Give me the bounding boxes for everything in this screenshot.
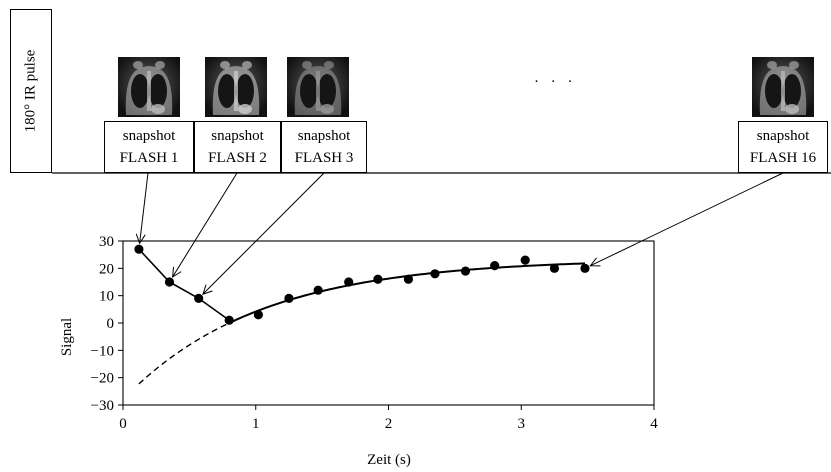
data-point [520,255,530,265]
snapshot-label: snapshot [211,128,264,144]
x-tick-label: 4 [650,416,658,432]
axis-ticks: 0 1 2 3 4 30 20 10 0 −10 −20 −30 [91,234,659,432]
data-point [194,293,204,303]
y-tick-label: −10 [91,343,114,359]
plot-area [122,240,655,406]
data-point [134,244,144,254]
pointer-arrow-line [172,172,238,278]
data-point [490,261,500,271]
data-point [373,274,383,284]
snapshot-label: snapshot [756,128,810,144]
x-tick-label: 2 [385,416,393,432]
x-tick-label: 3 [518,416,526,432]
data-points [134,244,590,325]
pointer-arrow-head [172,266,182,278]
snapshot-flash-label: FLASH 16 [749,150,817,166]
y-axis-label: Signal [59,318,75,356]
snapshot-box-flash-1: snapshot FLASH 1 [104,121,194,173]
snapshot-label: snapshot [122,128,176,144]
pointer-arrow-line [590,172,784,267]
data-point [460,266,471,276]
pointer-arrow-line [202,172,325,295]
y-tick-label: 0 [107,316,115,332]
mri-thumbnail [752,57,814,117]
data-point [253,310,264,320]
pointer-arrows [135,172,784,295]
data-point [284,293,294,303]
x-axis-label: Zeit (s) [367,452,411,468]
mri-thumbnail [205,57,267,117]
y-tick-label: 10 [99,289,114,305]
data-point [344,277,354,287]
data-point [430,269,440,279]
fit-curve [138,248,586,385]
mri-thumbnail [287,57,349,117]
pointer-arrow-head [202,284,213,295]
data-point [313,285,323,295]
data-point [224,315,234,325]
y-tick-label: 30 [99,234,114,250]
pointer-arrow-head [589,257,601,267]
snapshot-label: snapshot [297,128,351,144]
pointer-arrow-head [135,233,146,245]
snapshot-box-flash-3: snapshot FLASH 3 [281,121,367,173]
y-tick-label: −20 [91,371,114,387]
snapshot-flash-label: FLASH 2 [208,150,267,166]
snapshot-flash-label: FLASH 1 [119,150,179,166]
ellipsis: · · · [534,74,577,90]
y-tick-label: 20 [99,261,114,277]
mri-thumbnail [118,57,180,117]
snapshot-box-flash-16: snapshot FLASH 16 [738,121,828,173]
early-segment [138,248,230,321]
fit-curve-solid [231,262,586,323]
snapshot-box-flash-2: snapshot FLASH 2 [194,121,281,173]
pointer-arrow-line [139,172,149,244]
data-point [580,263,590,273]
ir-pulse-box: 180° IR pulse [10,9,52,173]
plot-frame [122,240,655,406]
snapshot-flash-label: FLASH 3 [294,150,354,166]
data-point [549,263,560,273]
data-point [403,274,414,284]
x-tick-label: 1 [252,416,260,432]
ir-pulse-label: 180° IR pulse [22,49,39,133]
fit-curve-dashed [138,322,230,385]
y-tick-label: −30 [91,398,114,414]
x-tick-label: 0 [119,416,127,432]
data-point [164,277,175,287]
